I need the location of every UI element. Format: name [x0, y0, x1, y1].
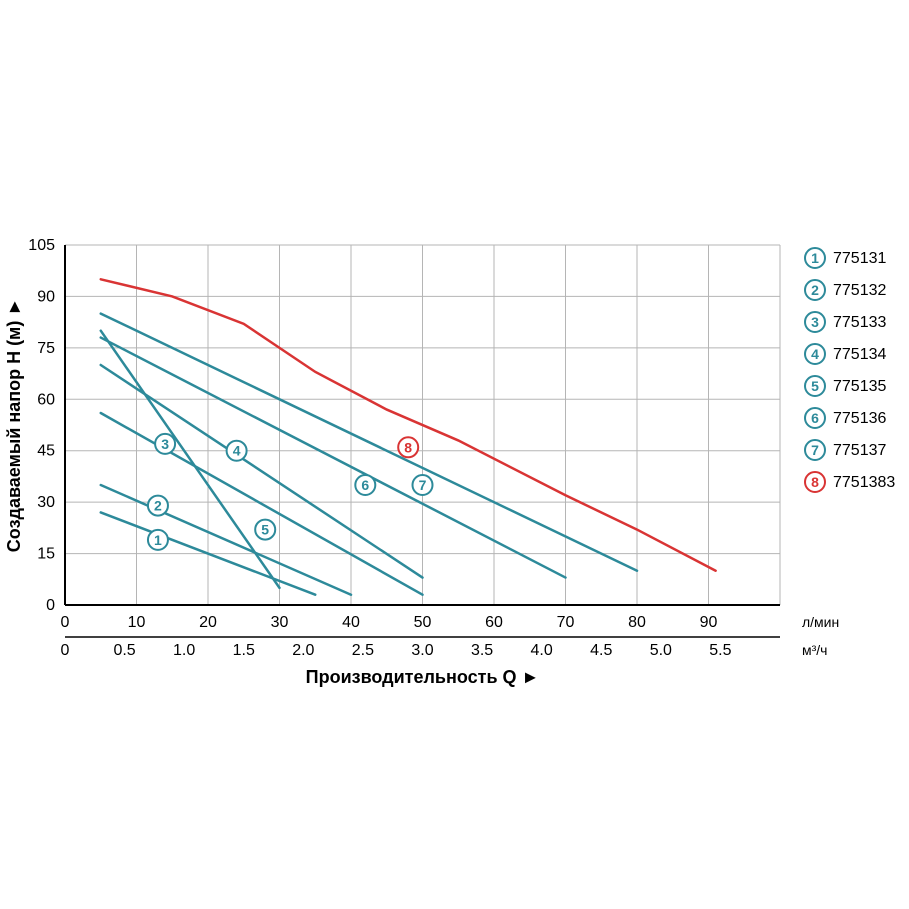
y-tick-label: 45: [37, 443, 55, 460]
x-axis-label: Производительность Q ►: [306, 667, 540, 687]
series-badge-label-8: 8: [404, 439, 412, 455]
series-badge-label-4: 4: [233, 443, 241, 459]
x-tick-label: 40: [342, 614, 360, 631]
x-tick-label: 80: [628, 614, 646, 631]
x-tick-label-secondary: 1.0: [173, 642, 195, 659]
x-tick-label-secondary: 3.0: [411, 642, 433, 659]
legend-badge-num-2: 2: [811, 282, 819, 298]
pump-performance-chart: 01530456075901050102030405060708090л/мин…: [0, 0, 909, 909]
series-badge-label-1: 1: [154, 532, 162, 548]
legend-label-6: 775136: [833, 410, 886, 427]
y-tick-label: 90: [37, 288, 55, 305]
x-tick-label-secondary: 5.5: [709, 642, 731, 659]
x-tick-label: 20: [199, 614, 217, 631]
x-tick-label: 0: [61, 614, 70, 631]
x-tick-label-secondary: 5.0: [650, 642, 672, 659]
legend-label-8: 7751383: [833, 474, 895, 491]
x-tick-label: 50: [414, 614, 432, 631]
legend-badge-num-3: 3: [811, 314, 819, 330]
x-tick-label: 60: [485, 614, 503, 631]
y-tick-label: 30: [37, 494, 55, 511]
legend-badge-num-6: 6: [811, 410, 819, 426]
legend-badge-num-5: 5: [811, 378, 819, 394]
series-badge-label-3: 3: [161, 436, 169, 452]
legend-label-7: 775137: [833, 442, 886, 459]
x-tick-label: 10: [128, 614, 146, 631]
x-tick-label-secondary: 0: [61, 642, 70, 659]
x-tick-label-secondary: 2.5: [352, 642, 374, 659]
x-tick-label-secondary: 4.0: [531, 642, 553, 659]
x-unit-primary: л/мин: [802, 614, 839, 630]
series-badge-label-7: 7: [419, 477, 427, 493]
legend-label-3: 775133: [833, 314, 886, 331]
legend-label-5: 775135: [833, 378, 886, 395]
x-tick-label-secondary: 2.0: [292, 642, 314, 659]
x-tick-label: 30: [271, 614, 289, 631]
x-tick-label-secondary: 4.5: [590, 642, 612, 659]
legend-label-4: 775134: [833, 346, 886, 363]
legend-label-2: 775132: [833, 282, 886, 299]
y-tick-label: 75: [37, 340, 55, 357]
y-tick-label: 105: [28, 237, 55, 254]
chart-container: { "chart": { "type": "line", "background…: [0, 0, 909, 909]
x-tick-label: 70: [557, 614, 575, 631]
x-unit-secondary: м³/ч: [802, 642, 827, 658]
legend-badge-num-7: 7: [811, 442, 819, 458]
series-badge-label-2: 2: [154, 498, 162, 514]
series-badge-label-6: 6: [361, 477, 369, 493]
x-tick-label-secondary: 1.5: [233, 642, 255, 659]
y-tick-label: 15: [37, 546, 55, 563]
x-tick-label-secondary: 3.5: [471, 642, 493, 659]
legend-badge-num-8: 8: [811, 474, 819, 490]
y-tick-label: 0: [46, 597, 55, 614]
x-tick-label: 90: [700, 614, 718, 631]
legend-badge-num-1: 1: [811, 250, 819, 266]
legend-badge-num-4: 4: [811, 346, 819, 362]
y-axis-label: Создаваемый напор H (м) ►: [4, 298, 24, 552]
series-badge-label-5: 5: [261, 522, 269, 538]
x-tick-label-secondary: 0.5: [113, 642, 135, 659]
legend-label-1: 775131: [833, 250, 886, 267]
y-tick-label: 60: [37, 391, 55, 408]
